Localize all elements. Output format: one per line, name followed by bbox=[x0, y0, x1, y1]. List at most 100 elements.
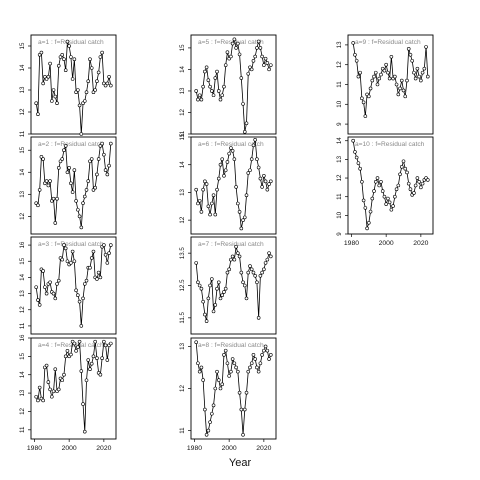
data-point bbox=[361, 198, 366, 203]
data-point bbox=[237, 390, 242, 395]
data-point bbox=[353, 150, 357, 154]
data-point bbox=[393, 74, 397, 79]
data-point bbox=[413, 183, 418, 188]
data-point bbox=[222, 353, 226, 357]
data-point bbox=[95, 277, 99, 281]
data-point bbox=[62, 57, 66, 62]
data-point bbox=[213, 212, 218, 217]
data-point bbox=[48, 61, 52, 66]
data-point bbox=[223, 348, 228, 353]
data-point bbox=[201, 299, 205, 304]
x-tick-label: 2000 bbox=[379, 240, 394, 247]
data-point bbox=[69, 352, 73, 357]
data-point bbox=[51, 389, 56, 394]
data-point bbox=[211, 193, 216, 197]
data-point bbox=[100, 141, 104, 146]
data-point bbox=[88, 57, 92, 62]
data-point bbox=[62, 243, 66, 247]
data-point bbox=[246, 369, 251, 374]
data-point bbox=[98, 372, 103, 377]
data-point bbox=[360, 179, 364, 184]
data-point bbox=[56, 387, 61, 392]
data-point bbox=[77, 299, 82, 304]
data-point bbox=[370, 196, 375, 201]
data-point bbox=[102, 339, 106, 344]
data-point bbox=[417, 179, 421, 184]
data-point bbox=[222, 84, 226, 89]
data-point bbox=[396, 183, 401, 188]
data-point bbox=[36, 203, 40, 208]
y-tick-label: 11.5 bbox=[179, 311, 186, 323]
data-point bbox=[251, 143, 256, 148]
data-point bbox=[227, 374, 231, 378]
data-point bbox=[204, 182, 209, 186]
data-point bbox=[86, 179, 91, 183]
data-point bbox=[206, 204, 211, 209]
y-tick-label: 11 bbox=[19, 426, 26, 433]
data-point bbox=[424, 45, 428, 49]
y-tick-label: 14 bbox=[179, 65, 186, 72]
panel-a8: a=8 : f=Residual catch 11 12 13 1980 2000 2020 bbox=[179, 337, 277, 452]
data-point bbox=[72, 57, 77, 62]
data-point bbox=[386, 70, 390, 75]
data-point bbox=[242, 215, 247, 220]
data-point bbox=[105, 81, 110, 86]
data-point bbox=[109, 243, 113, 247]
data-point bbox=[268, 179, 273, 184]
data-point bbox=[356, 74, 361, 79]
data-point bbox=[34, 394, 39, 399]
panel-title: a=2 : f=Residual catch bbox=[38, 141, 104, 148]
data-point bbox=[210, 277, 214, 281]
panel-title: a=7 : f=Residual catch bbox=[198, 241, 264, 248]
y-tick-label: 15 bbox=[19, 352, 26, 359]
data-point bbox=[425, 74, 430, 79]
data-point bbox=[399, 78, 404, 83]
data-point bbox=[241, 280, 245, 285]
data-point bbox=[239, 270, 244, 275]
data-point bbox=[368, 209, 373, 214]
data-point bbox=[196, 201, 200, 206]
data-point bbox=[236, 251, 240, 255]
y-tick-label: 10 bbox=[336, 211, 343, 218]
data-point bbox=[253, 273, 257, 278]
data-point bbox=[372, 189, 376, 193]
data-point bbox=[218, 386, 223, 391]
data-point bbox=[67, 44, 71, 48]
data-point bbox=[406, 47, 411, 51]
data-point bbox=[60, 157, 65, 161]
data-point bbox=[60, 257, 65, 262]
panel-frame bbox=[30, 337, 117, 440]
data-point bbox=[41, 269, 45, 273]
data-point bbox=[93, 339, 97, 344]
panel-frame bbox=[30, 236, 117, 335]
data-point bbox=[380, 189, 385, 193]
panel-a4: a=4 : f=Residual catch 11 12 13 14 15 16 1980 20… bbox=[19, 334, 117, 452]
data-point bbox=[109, 83, 113, 88]
data-point bbox=[236, 369, 240, 374]
data-point bbox=[363, 114, 368, 118]
data-point bbox=[72, 168, 77, 172]
data-point bbox=[43, 285, 47, 289]
data-point bbox=[91, 249, 96, 254]
data-point bbox=[401, 88, 406, 93]
y-tick-label: 12 bbox=[336, 174, 343, 181]
data-point bbox=[406, 181, 411, 186]
data-point bbox=[249, 67, 254, 72]
data-point bbox=[95, 79, 99, 83]
data-point bbox=[234, 244, 238, 249]
data-point bbox=[232, 37, 237, 42]
data-point bbox=[95, 356, 99, 361]
y-tick-label: 9 bbox=[336, 122, 343, 126]
data-point bbox=[84, 278, 89, 283]
data-point bbox=[89, 256, 94, 260]
panel-title: a=3 : f=Residual catch bbox=[38, 241, 104, 248]
data-point bbox=[206, 296, 211, 301]
data-point bbox=[203, 179, 207, 184]
data-point bbox=[213, 386, 218, 391]
data-point bbox=[384, 62, 388, 67]
data-point bbox=[351, 138, 356, 143]
data-point bbox=[234, 185, 238, 189]
data-point bbox=[220, 293, 225, 298]
data-point bbox=[246, 171, 251, 175]
x-tick-label: 1980 bbox=[344, 240, 359, 247]
